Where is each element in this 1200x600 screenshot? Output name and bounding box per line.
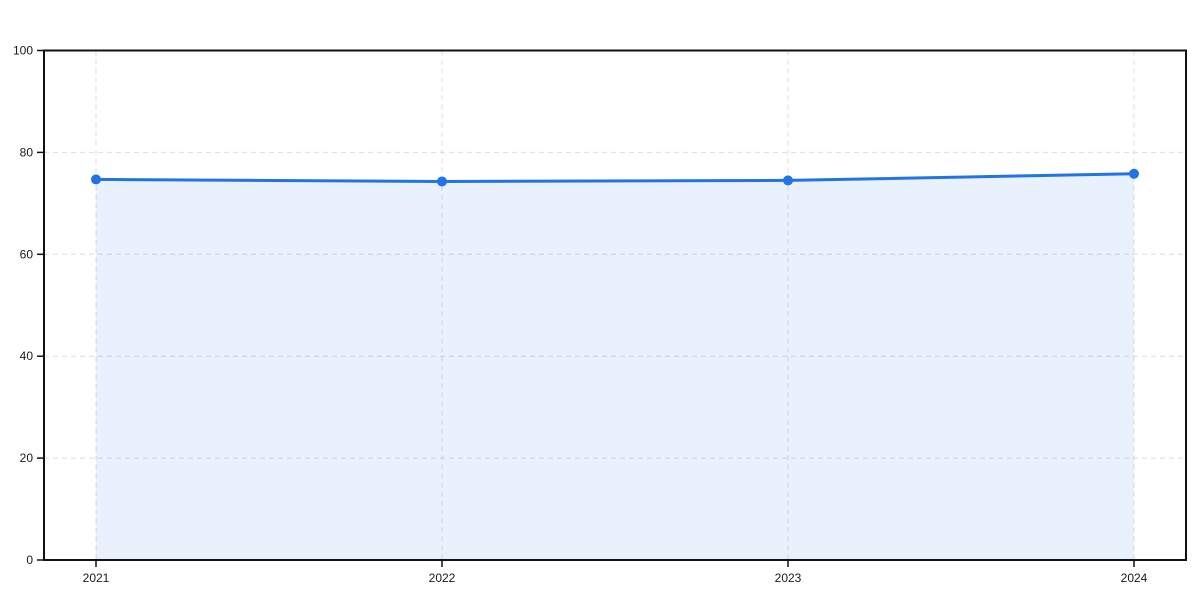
data-point-marker [91,174,101,185]
series-markers [91,168,1139,187]
data-point-marker [437,176,447,187]
data-point-marker [783,175,793,186]
y-tick-label: 100 [13,44,33,58]
y-tick-label: 0 [26,553,33,567]
x-tick-label: 2024 [1121,571,1148,585]
tick-marks [37,49,1135,567]
series-area-fill [96,173,1134,560]
y-tick-label: 60 [20,247,34,261]
plot-border [43,49,1187,561]
y-tick-label: 40 [20,349,34,363]
y-tick-label: 80 [20,145,34,159]
x-tick-label: 2021 [83,571,110,585]
data-point-marker [1129,168,1139,179]
series-line [94,172,1136,183]
x-tick-label: 2023 [775,571,802,585]
x-tick-label: 2022 [429,571,456,585]
y-tick-label: 20 [20,451,34,465]
tick-labels: 0 20 40 60 80 100 2021 2022 2023 2024 [13,44,1148,586]
